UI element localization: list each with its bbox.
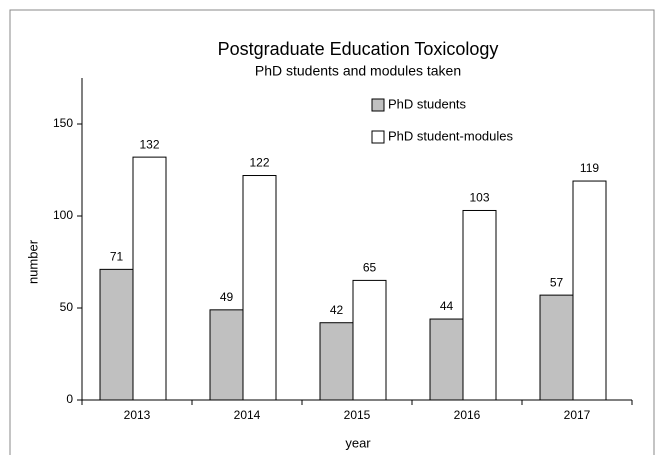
y-tick-label: 50 — [60, 300, 74, 314]
data-label: 103 — [469, 191, 489, 205]
bar — [572, 180, 607, 401]
bar — [132, 156, 167, 401]
data-label: 57 — [550, 275, 564, 289]
legend-swatch — [371, 98, 385, 112]
data-label: 119 — [580, 161, 599, 175]
legend-swatch — [371, 130, 385, 144]
x-tick-label: 2017 — [564, 408, 591, 422]
bar — [429, 318, 464, 401]
chart-subtitle: PhD students and modules taken — [255, 63, 461, 79]
bar — [99, 268, 134, 401]
legend-label: PhD student-modules — [388, 128, 514, 143]
x-axis-label: year — [345, 435, 371, 450]
y-tick-label: 150 — [53, 116, 73, 130]
data-label: 42 — [330, 303, 344, 317]
x-tick-label: 2014 — [234, 408, 261, 422]
x-tick-label: 2016 — [454, 408, 481, 422]
bar — [209, 309, 244, 401]
data-label: 122 — [249, 156, 269, 170]
data-label: 65 — [363, 261, 377, 275]
x-tick-label: 2013 — [124, 408, 151, 422]
y-tick-label: 0 — [66, 392, 73, 406]
bar — [352, 279, 387, 401]
chart-border — [9, 9, 655, 455]
data-label: 49 — [220, 290, 234, 304]
y-tick-label: 100 — [53, 208, 73, 222]
data-label: 132 — [139, 137, 159, 151]
bar — [539, 294, 574, 401]
legend-label: PhD students — [388, 96, 467, 111]
y-axis-label: number — [25, 239, 40, 284]
data-label: 44 — [440, 299, 454, 313]
data-label: 71 — [110, 250, 124, 264]
x-tick-label: 2015 — [344, 408, 371, 422]
chart-title: Postgraduate Education Toxicology — [218, 39, 499, 59]
bar — [462, 209, 497, 401]
bar — [319, 322, 354, 401]
bar — [242, 175, 277, 401]
